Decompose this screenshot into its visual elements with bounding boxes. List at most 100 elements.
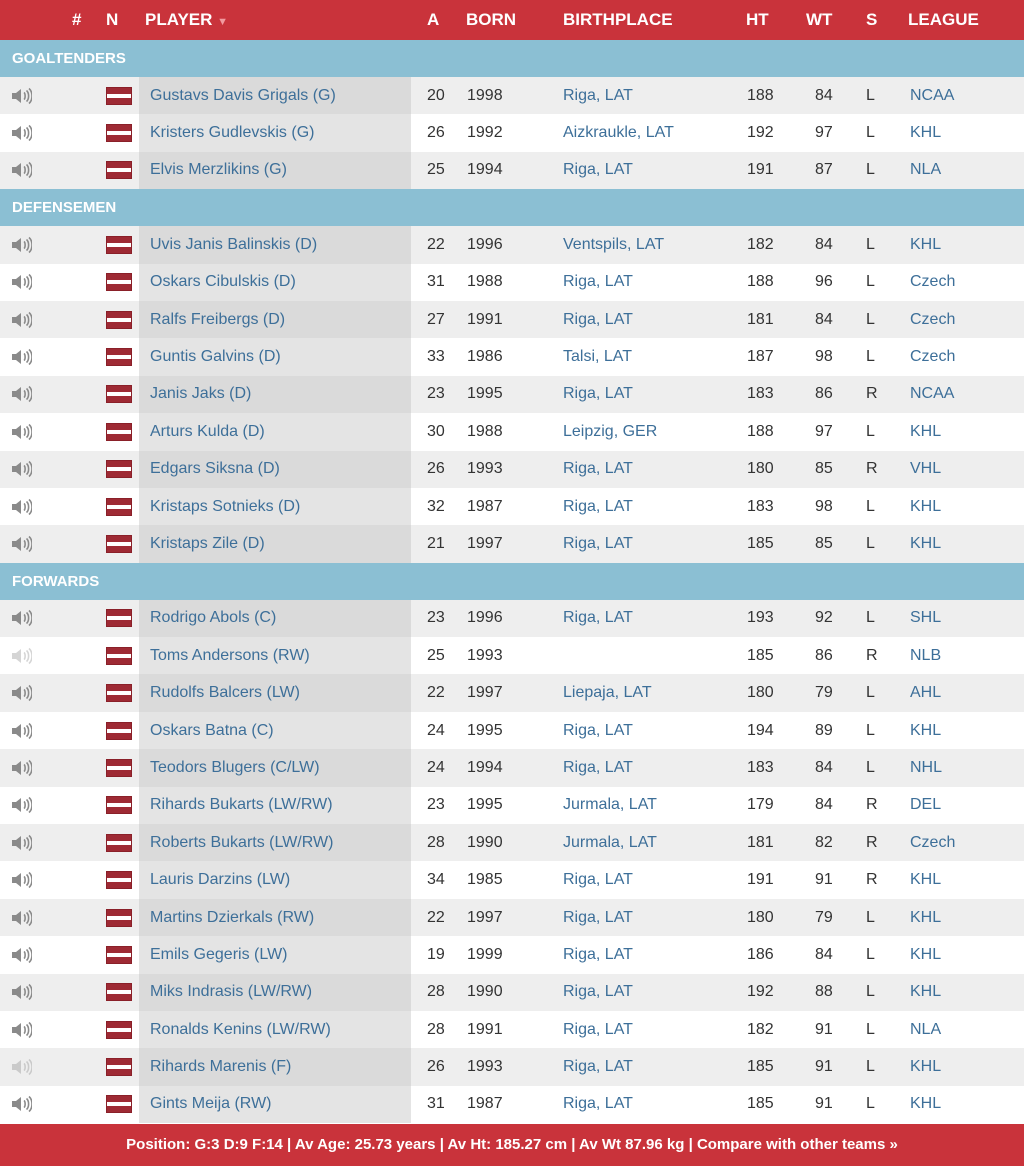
speaker-icon[interactable] — [10, 236, 32, 254]
player-name-link[interactable]: Gustavs Davis Grigals (G) — [150, 86, 336, 104]
speaker-icon[interactable] — [10, 1058, 32, 1076]
player-league-link[interactable]: KHL — [910, 983, 942, 1001]
speaker-icon[interactable] — [10, 348, 32, 366]
player-name-link[interactable]: Edgars Siksna (D) — [150, 460, 280, 478]
speaker-icon[interactable] — [10, 423, 32, 441]
player-league-link[interactable]: NLB — [910, 646, 942, 664]
player-birthplace-link[interactable]: Ventspils, LAT — [563, 235, 665, 253]
player-name-link[interactable]: Ralfs Freibergs (D) — [150, 310, 286, 328]
player-name-link[interactable]: Guntis Galvins (D) — [150, 348, 281, 366]
player-birthplace-link[interactable]: Riga, LAT — [563, 609, 633, 627]
player-league-link[interactable]: KHL — [910, 497, 942, 515]
speaker-icon[interactable] — [10, 1095, 32, 1113]
col-shoots[interactable]: S — [866, 10, 878, 29]
player-league-link[interactable]: SHL — [910, 609, 942, 627]
player-name-link[interactable]: Teodors Blugers (C/LW) — [150, 758, 320, 776]
speaker-icon[interactable] — [10, 647, 32, 665]
player-birthplace-link[interactable]: Liepaja, LAT — [563, 684, 652, 702]
col-born[interactable]: BORN — [466, 10, 517, 29]
player-name-link[interactable]: Toms Andersons (RW) — [150, 646, 310, 664]
speaker-icon[interactable] — [10, 834, 32, 852]
player-birthplace-link[interactable]: Riga, LAT — [563, 758, 633, 776]
player-league-link[interactable]: KHL — [910, 1058, 942, 1076]
player-name-link[interactable]: Rodrigo Abols (C) — [150, 609, 277, 627]
player-name-link[interactable]: Roberts Bukarts (LW/RW) — [150, 833, 334, 851]
speaker-icon[interactable] — [10, 871, 32, 889]
player-name-link[interactable]: Martins Dzierkals (RW) — [150, 908, 315, 926]
speaker-icon[interactable] — [10, 1021, 32, 1039]
player-birthplace-link[interactable]: Riga, LAT — [563, 497, 633, 515]
player-name-link[interactable]: Rihards Marenis (F) — [150, 1058, 292, 1076]
col-nationality[interactable]: N — [106, 10, 119, 29]
speaker-icon[interactable] — [10, 759, 32, 777]
player-birthplace-link[interactable]: Riga, LAT — [563, 1020, 633, 1038]
player-birthplace-link[interactable]: Riga, LAT — [563, 983, 633, 1001]
player-birthplace-link[interactable]: Riga, LAT — [563, 385, 633, 403]
player-league-link[interactable]: NLA — [910, 1020, 942, 1038]
player-birthplace-link[interactable]: Aizkraukle, LAT — [563, 124, 674, 142]
player-birthplace-link[interactable]: Riga, LAT — [563, 945, 633, 963]
player-league-link[interactable]: KHL — [910, 908, 942, 926]
player-name-link[interactable]: Kristaps Zile (D) — [150, 534, 265, 552]
player-name-link[interactable]: Rudolfs Balcers (LW) — [150, 684, 300, 702]
player-league-link[interactable]: Czech — [910, 833, 956, 851]
player-birthplace-link[interactable]: Riga, LAT — [563, 534, 633, 552]
player-league-link[interactable]: KHL — [910, 124, 942, 142]
player-league-link[interactable]: NHL — [910, 758, 943, 776]
speaker-icon[interactable] — [10, 311, 32, 329]
player-birthplace-link[interactable]: Leipzig, GER — [563, 422, 658, 440]
player-name-link[interactable]: Lauris Darzins (LW) — [150, 871, 291, 889]
speaker-icon[interactable] — [10, 124, 32, 142]
speaker-icon[interactable] — [10, 498, 32, 516]
player-name-link[interactable]: Gints Meija (RW) — [150, 1095, 272, 1113]
player-birthplace-link[interactable]: Riga, LAT — [563, 908, 633, 926]
speaker-icon[interactable] — [10, 609, 32, 627]
player-league-link[interactable]: VHL — [910, 460, 942, 478]
compare-teams-link[interactable]: Compare with other teams » — [696, 1136, 898, 1153]
player-name-link[interactable]: Kristaps Sotnieks (D) — [150, 497, 301, 515]
speaker-icon[interactable] — [10, 87, 32, 105]
player-name-link[interactable]: Elvis Merzlikins (G) — [150, 161, 287, 179]
player-league-link[interactable]: KHL — [910, 422, 942, 440]
speaker-icon[interactable] — [10, 460, 32, 478]
player-league-link[interactable]: KHL — [910, 1095, 942, 1113]
player-league-link[interactable]: Czech — [910, 273, 956, 291]
player-league-link[interactable]: KHL — [910, 235, 942, 253]
col-player[interactable]: PLAYER ▼ — [145, 10, 228, 30]
player-league-link[interactable]: KHL — [910, 534, 942, 552]
col-weight[interactable]: WT — [806, 10, 833, 29]
player-league-link[interactable]: KHL — [910, 945, 942, 963]
player-birthplace-link[interactable]: Riga, LAT — [563, 1058, 633, 1076]
col-birthplace[interactable]: BIRTHPLACE — [563, 10, 673, 29]
player-birthplace-link[interactable]: Jurmala, LAT — [563, 833, 657, 851]
col-age[interactable]: A — [427, 10, 440, 29]
player-birthplace-link[interactable]: Riga, LAT — [563, 871, 633, 889]
player-name-link[interactable]: Kristers Gudlevskis (G) — [150, 124, 315, 142]
player-name-link[interactable]: Ronalds Kenins (LW/RW) — [150, 1020, 331, 1038]
player-birthplace-link[interactable]: Riga, LAT — [563, 161, 633, 179]
player-league-link[interactable]: NLA — [910, 161, 942, 179]
player-league-link[interactable]: AHL — [910, 684, 942, 702]
player-name-link[interactable]: Uvis Janis Balinskis (D) — [150, 235, 318, 253]
player-birthplace-link[interactable]: Riga, LAT — [563, 460, 633, 478]
player-league-link[interactable]: Czech — [910, 348, 956, 366]
player-league-link[interactable]: NCAA — [910, 385, 955, 403]
player-name-link[interactable]: Emils Gegeris (LW) — [150, 945, 288, 963]
player-birthplace-link[interactable]: Riga, LAT — [563, 86, 633, 104]
player-league-link[interactable]: NCAA — [910, 86, 955, 104]
player-name-link[interactable]: Oskars Batna (C) — [150, 721, 274, 739]
player-name-link[interactable]: Miks Indrasis (LW/RW) — [150, 983, 313, 1001]
player-birthplace-link[interactable]: Talsi, LAT — [563, 348, 633, 366]
speaker-icon[interactable] — [10, 385, 32, 403]
player-league-link[interactable]: DEL — [910, 796, 942, 814]
col-league[interactable]: LEAGUE — [908, 10, 979, 29]
speaker-icon[interactable] — [10, 722, 32, 740]
player-birthplace-link[interactable]: Jurmala, LAT — [563, 796, 657, 814]
player-league-link[interactable]: KHL — [910, 871, 942, 889]
player-name-link[interactable]: Oskars Cibulskis (D) — [150, 273, 296, 291]
speaker-icon[interactable] — [10, 983, 32, 1001]
col-height[interactable]: HT — [746, 10, 769, 29]
player-name-link[interactable]: Janis Jaks (D) — [150, 385, 252, 403]
player-name-link[interactable]: Arturs Kulda (D) — [150, 422, 265, 440]
player-birthplace-link[interactable]: Riga, LAT — [563, 273, 633, 291]
